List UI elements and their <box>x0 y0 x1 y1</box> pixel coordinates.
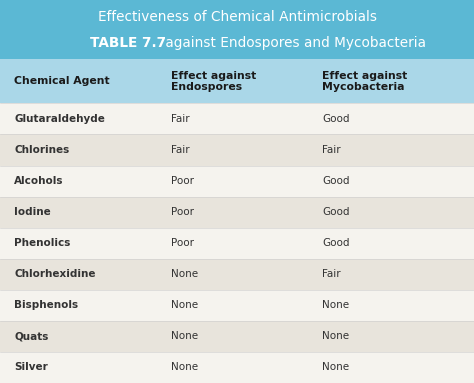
FancyBboxPatch shape <box>0 290 474 321</box>
Text: None: None <box>322 362 349 372</box>
FancyBboxPatch shape <box>0 0 474 59</box>
Text: Chlorhexidine: Chlorhexidine <box>14 269 96 279</box>
Text: Fair: Fair <box>171 114 189 124</box>
Text: Bisphenols: Bisphenols <box>14 300 78 310</box>
Text: None: None <box>171 331 198 341</box>
Text: Poor: Poor <box>171 207 194 217</box>
Text: Silver: Silver <box>14 362 48 372</box>
Text: None: None <box>322 331 349 341</box>
Text: Good: Good <box>322 238 350 248</box>
Text: Poor: Poor <box>171 176 194 186</box>
FancyBboxPatch shape <box>0 196 474 228</box>
Text: Good: Good <box>322 176 350 186</box>
Text: TABLE 7.7: TABLE 7.7 <box>90 36 166 50</box>
Text: Quats: Quats <box>14 331 49 341</box>
Text: None: None <box>171 300 198 310</box>
FancyBboxPatch shape <box>0 321 474 352</box>
Text: Iodine: Iodine <box>14 207 51 217</box>
FancyBboxPatch shape <box>0 165 474 196</box>
Text: Effectiveness of Chemical Antimicrobials: Effectiveness of Chemical Antimicrobials <box>98 10 376 24</box>
Text: Fair: Fair <box>322 145 341 155</box>
FancyBboxPatch shape <box>0 228 474 259</box>
FancyBboxPatch shape <box>0 59 474 103</box>
Text: Alcohols: Alcohols <box>14 176 64 186</box>
Text: Fair: Fair <box>171 145 189 155</box>
Text: Good: Good <box>322 114 350 124</box>
Text: Chlorines: Chlorines <box>14 145 70 155</box>
Text: Phenolics: Phenolics <box>14 238 71 248</box>
Text: Effect against
Endospores: Effect against Endospores <box>171 70 256 92</box>
Text: Glutaraldehyde: Glutaraldehyde <box>14 114 105 124</box>
FancyBboxPatch shape <box>0 352 474 383</box>
FancyBboxPatch shape <box>0 103 474 134</box>
Text: None: None <box>322 300 349 310</box>
Text: Effect against
Mycobacteria: Effect against Mycobacteria <box>322 70 408 92</box>
FancyBboxPatch shape <box>0 259 474 290</box>
Text: against Endospores and Mycobacteria: against Endospores and Mycobacteria <box>161 36 427 50</box>
Text: None: None <box>171 362 198 372</box>
Text: Poor: Poor <box>171 238 194 248</box>
Text: None: None <box>171 269 198 279</box>
Text: Good: Good <box>322 207 350 217</box>
Text: Fair: Fair <box>322 269 341 279</box>
Text: Chemical Agent: Chemical Agent <box>14 76 110 87</box>
FancyBboxPatch shape <box>0 134 474 165</box>
